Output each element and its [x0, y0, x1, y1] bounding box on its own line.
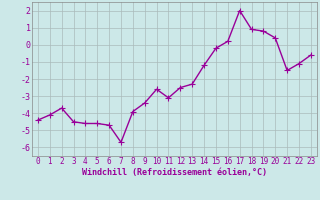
- X-axis label: Windchill (Refroidissement éolien,°C): Windchill (Refroidissement éolien,°C): [82, 168, 267, 177]
